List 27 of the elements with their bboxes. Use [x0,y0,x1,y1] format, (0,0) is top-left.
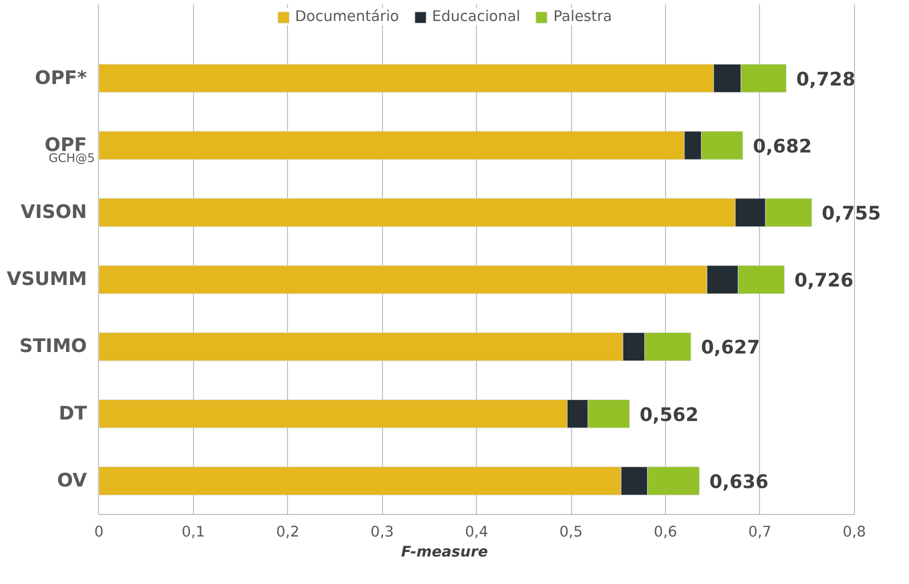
x-tick-label: 0,2 [276,524,300,540]
total-label: 0,627 [700,338,760,359]
total-label: 0,636 [709,472,768,493]
y-tick-label: OPF* [34,68,88,89]
legend-label: Documentário [295,8,399,25]
x-tick-label: 0,3 [370,524,394,540]
total-label: 0,726 [794,270,854,292]
y-tick-label: VISON [20,202,87,224]
y-tick-label: DT [58,403,88,424]
x-tick-label: 0,6 [654,524,678,540]
total-label: 0,682 [752,136,812,158]
x-tick-label: 0,8 [842,524,866,540]
x-tick-label: 0 [94,524,104,540]
x-tick-label: 0,7 [748,524,772,540]
x-tick-label: 0,1 [182,524,205,540]
x-tick-label: 0,5 [559,524,583,540]
y-tick-label: VSUMM [6,269,87,290]
total-label: 0,562 [640,404,699,426]
x-axis-title: F-measure [401,544,488,560]
y-tick-label: OPFGCH@5 [44,134,95,166]
legend-label: Palestra [553,8,612,25]
total-label: 0,755 [822,204,881,225]
x-tick-label: 0,4 [464,524,488,540]
y-tick-label: STIMO [19,336,87,358]
y-tick-label: OV [57,470,88,492]
legend-label: Educacional [432,8,520,25]
total-label: 0,728 [796,69,856,90]
